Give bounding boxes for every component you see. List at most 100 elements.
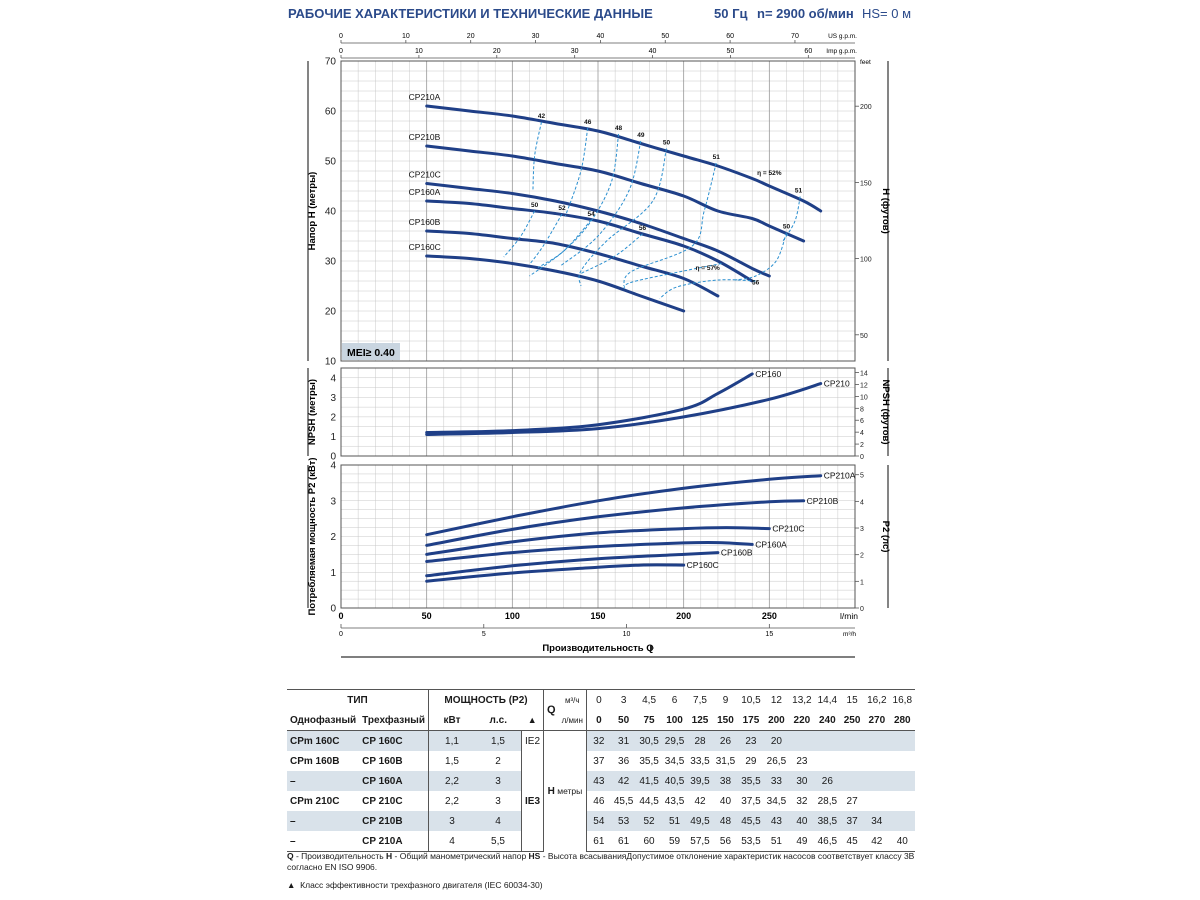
x-tick-lmin-label: 100	[505, 611, 520, 621]
npsh-ytick-label: 1	[330, 432, 336, 443]
x-tick-lmin-label: 200	[676, 611, 691, 621]
us-gpm-tick-label: 30	[532, 33, 540, 40]
ie-class: IE3	[520, 791, 544, 811]
npsh-series-label: CP160	[755, 369, 781, 379]
imp-gpm-tick-label: 20	[493, 48, 501, 55]
x-unit-lmin: l/min	[840, 611, 858, 621]
efficiency-iso-line	[537, 219, 592, 268]
head-series-label: CP210A	[409, 92, 441, 102]
head-value-cell: 54	[586, 811, 611, 831]
model-single: CPm 210C	[290, 795, 340, 807]
head-series-cp210a	[425, 104, 823, 213]
efficiency-iso-line	[529, 213, 563, 265]
npsh-ylabel-right: NPSH (футов)	[880, 379, 891, 444]
mei-badge: MEI≥ 0.40	[347, 347, 395, 359]
head-value-cell: 45,5	[738, 811, 764, 831]
head-value-cell	[890, 751, 915, 771]
head-value-cell: 35,5	[639, 755, 659, 767]
q-lmin-cell: 200	[768, 714, 785, 726]
head-value-cell: 42	[864, 831, 890, 852]
model-three: CP 210C	[359, 791, 430, 811]
head-series-cp160b	[425, 229, 720, 298]
arrow-right-icon	[650, 645, 654, 651]
npsh-series-cp160	[425, 372, 754, 434]
power-series-cp160a	[425, 540, 754, 563]
power-series-label: CP210B	[807, 496, 839, 506]
head-value-cell: 42	[694, 795, 706, 807]
x-tick-lmin-label: 250	[762, 611, 777, 621]
m3h-tick-label: 15	[765, 631, 773, 638]
head-ytick-label: 30	[325, 257, 337, 268]
head-ytick-label: 40	[325, 207, 337, 218]
head-series-cp210b	[425, 144, 806, 243]
head-value-cell: 29	[745, 755, 757, 767]
power-ytick-right-label: 5	[860, 473, 864, 480]
head-value-cell	[789, 730, 815, 751]
head-series-cp210c	[425, 182, 771, 278]
head-value-cell: 41,5	[636, 771, 662, 791]
head-value-cell: 38	[712, 771, 739, 791]
npsh-ytick-label: 3	[330, 393, 336, 404]
head-value-cell: 51	[661, 811, 688, 831]
head-ytick-label: 50	[325, 157, 337, 168]
head-ytick-right-label: 150	[860, 180, 872, 187]
q-lmin-cell: 100	[666, 714, 683, 726]
power-ytick-right-label: 1	[860, 579, 864, 586]
power-hp: 1,5	[475, 730, 522, 751]
efficiency-label: 56	[639, 225, 647, 232]
efficiency-label: η = 57%	[695, 265, 720, 272]
efficiency-iso-line	[564, 127, 589, 217]
head-value-cell: 40	[719, 795, 732, 807]
legend-q-symbol: Q	[287, 851, 294, 861]
model-single: –	[287, 831, 360, 852]
triangle-icon: ▲	[527, 715, 537, 725]
head-ytick-right-label: 100	[860, 257, 872, 264]
model-three: CP 160B	[359, 751, 430, 771]
page-title: РАБОЧИЕ ХАРАКТЕРИСТИКИ И ТЕХНИЧЕСКИЕ ДАН…	[288, 6, 653, 21]
ie-note: ▲ Класс эффективности трехфазного двигат…	[287, 880, 917, 891]
power-ytick-right-label: 4	[860, 499, 864, 506]
table-row: CPm 160C CP 160C 1,1 1,5 IE2 H метры 32 31 30,5 2…	[287, 730, 916, 852]
head-value-cell: 32	[796, 795, 808, 807]
efficiency-label: 56	[752, 280, 760, 287]
q-lmin-cell: 0	[596, 714, 602, 726]
q-lmin-cell: 125	[691, 714, 709, 726]
head-value-cell: 57,5	[687, 831, 713, 852]
head-value-cell: 51	[763, 831, 790, 852]
head-value-cell: 36	[618, 755, 630, 767]
npsh-ytick-right-label: 6	[860, 418, 864, 425]
head-value-cell: 37	[593, 755, 605, 767]
power-series-cp160c	[425, 563, 686, 583]
ie-class	[520, 831, 544, 852]
x-tick-lmin-label: 50	[422, 611, 432, 621]
legend-h-symbol: H	[386, 851, 393, 861]
power-kw: 2,2	[428, 771, 475, 791]
q-m3h-cell: 4,5	[636, 689, 662, 710]
head-ytick-label: 60	[325, 107, 337, 118]
q-m3h-cell: 9	[712, 689, 739, 710]
efficiency-iso-line	[559, 140, 642, 267]
head-ytick-label: 20	[325, 307, 337, 318]
header-h-symbol: H	[547, 785, 555, 797]
power-ytick-label: 1	[330, 568, 336, 579]
imp-gpm-tick-label: 30	[571, 48, 579, 55]
ie-note-text: Класс эффективности трехфазного двигател…	[300, 880, 543, 890]
q-lmin-cell: 75	[643, 714, 655, 726]
head-value-cell: 27	[846, 795, 858, 807]
npsh-ytick-right-label: 2	[860, 442, 864, 449]
model-single: CPm 160C	[287, 730, 360, 751]
head-ylabel-right: H (футов)	[880, 188, 891, 234]
npsh-ytick-right-label: 14	[860, 371, 868, 378]
npsh-ytick-right-label: 10	[860, 394, 868, 401]
efficiency-label: 49	[637, 132, 645, 139]
head-value-cell: 31,5	[715, 755, 736, 767]
efficiency-iso-line	[782, 196, 801, 242]
model-single: –	[287, 771, 360, 791]
head-value-cell: 52	[636, 811, 662, 831]
head-value-cell: 48	[712, 811, 739, 831]
head-value-cell	[864, 771, 890, 791]
efficiency-label: 50	[531, 202, 539, 209]
efficiency-label: 42	[538, 113, 546, 120]
efficiency-iso-line	[623, 162, 717, 287]
